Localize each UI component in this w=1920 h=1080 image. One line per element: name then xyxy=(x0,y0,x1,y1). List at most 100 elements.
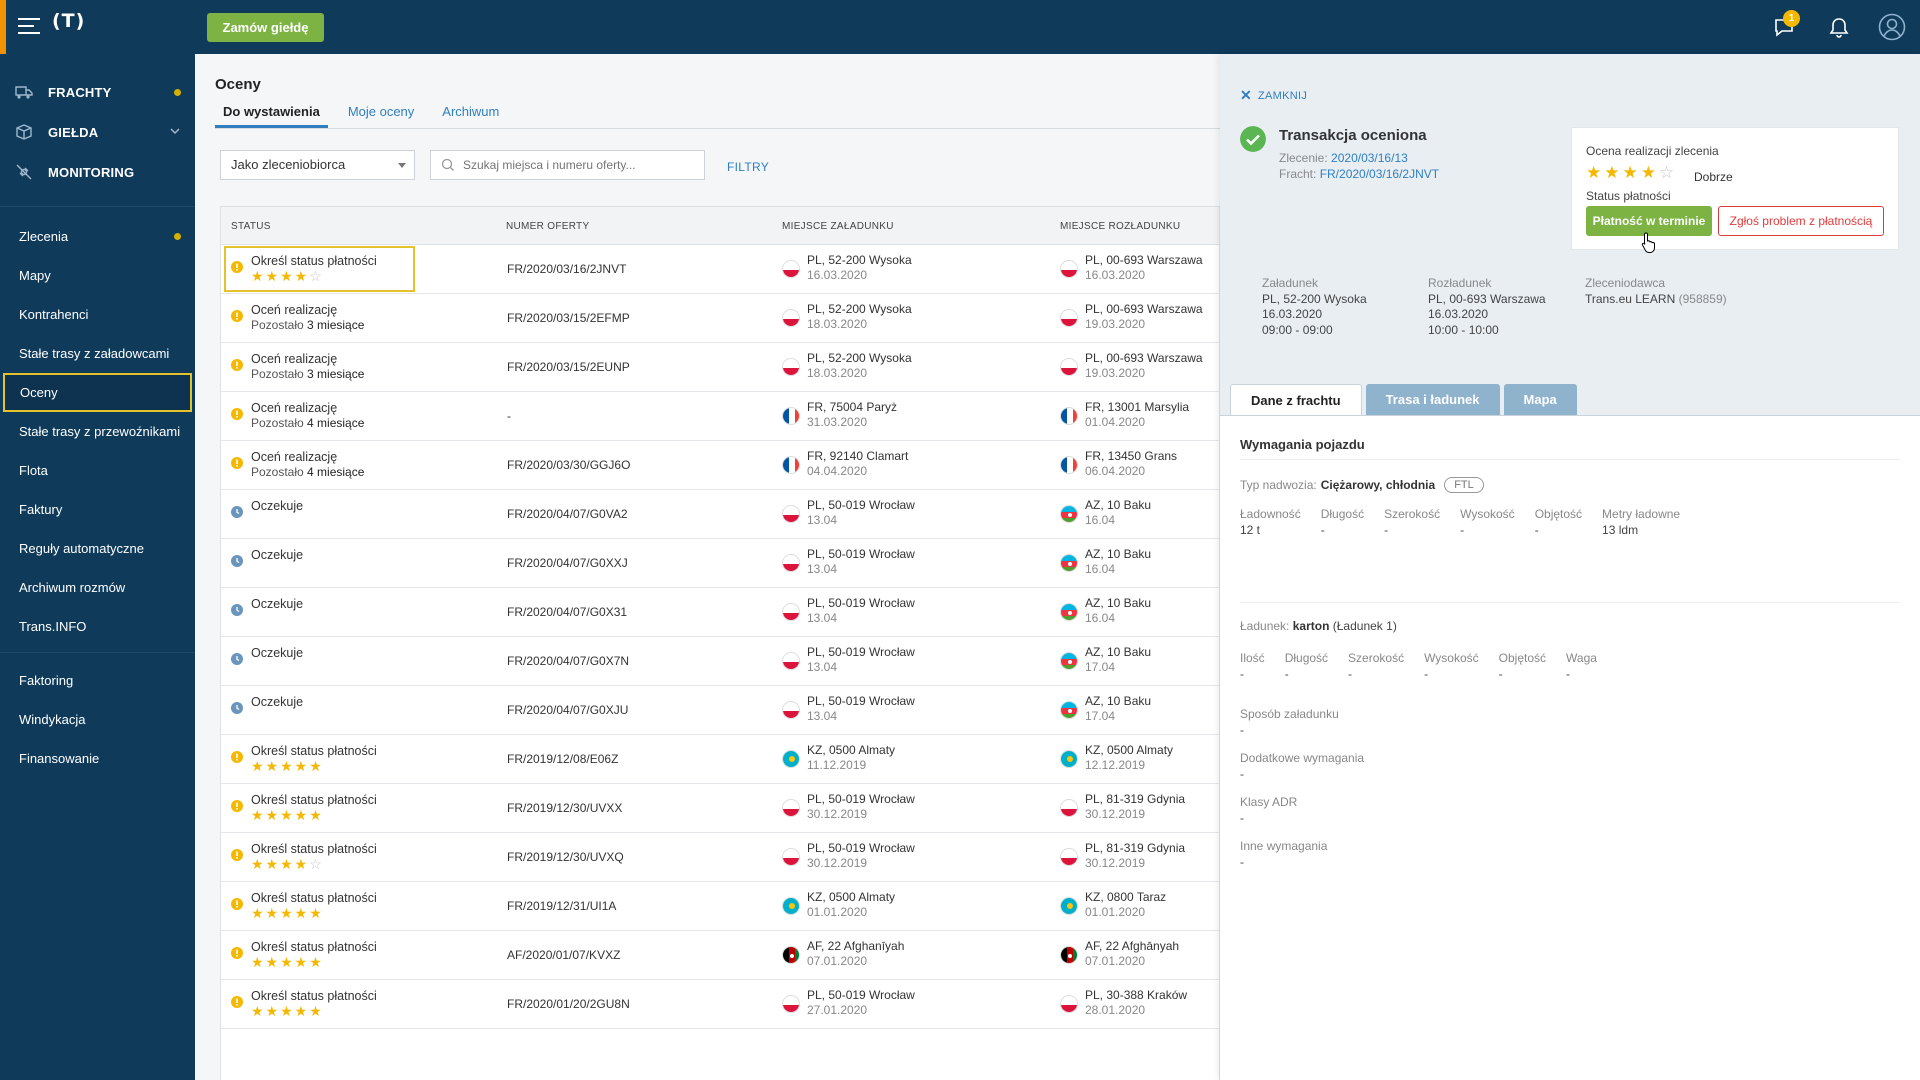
sidebar-item-mapy[interactable]: Mapy xyxy=(0,256,195,295)
offer-number: FR/2020/03/15/2EUNP xyxy=(507,360,630,374)
requirement-label: Inne wymagania xyxy=(1240,839,1328,853)
table-row[interactable]: Oczekuje FR/2020/04/07/G0VA2 PL, 50-019 Wr… xyxy=(221,490,1219,539)
unloading-place: AZ, 10 Baku xyxy=(1085,547,1152,561)
requirement-item: Sposób załadunku - xyxy=(1240,706,1339,738)
table-row[interactable]: Określ status płatności ★★★★☆ FR/2019/12/3… xyxy=(221,833,1219,882)
column-header-unloading[interactable]: MIEJSCE ROZŁADUNKU xyxy=(1060,221,1181,232)
param-item: Ilość - xyxy=(1240,650,1265,682)
table-row[interactable]: Określ status płatności ★★★★★ FR/2019/12/0… xyxy=(221,735,1219,784)
sidebar-item-zlecenia[interactable]: Zlecenia xyxy=(0,217,195,256)
role-select[interactable]: Jako zleceniobiorca xyxy=(220,150,415,180)
flag-pl-icon xyxy=(782,652,800,670)
sidebar-item-reguły-automatyczne[interactable]: Reguły automatyczne xyxy=(0,529,195,568)
payment-on-time-button[interactable]: Płatność w terminie xyxy=(1586,206,1712,236)
sidebar-item-faktury[interactable]: Faktury xyxy=(0,490,195,529)
sidebar-item-stałe-trasy-z-przewoźnikami[interactable]: Stałe trasy z przewoźnikami xyxy=(0,412,195,451)
time-left: Pozostało 4 miesiące xyxy=(251,465,364,480)
loading-date: 18.03.2020 xyxy=(807,317,868,331)
app-logo[interactable]: (T) xyxy=(52,10,86,32)
table-row[interactable]: Oczekuje FR/2020/04/07/G0XXJ PL, 50-019 Wr… xyxy=(221,539,1219,588)
report-payment-problem-button[interactable]: Zgłoś problem z płatnością xyxy=(1718,206,1884,236)
param-value: - xyxy=(1534,523,1539,537)
order-link[interactable]: 2020/03/16/13 xyxy=(1331,151,1408,165)
sidebar-item-oceny[interactable]: Oceny xyxy=(3,373,192,412)
table-row[interactable]: Określ status płatności ★★★★★ AF/2020/01/0… xyxy=(221,931,1219,980)
tab-do-wystawienia[interactable]: Do wystawienia xyxy=(215,104,328,128)
sidebar-item-monitoring[interactable]: MONITORING xyxy=(0,152,195,192)
time-left-prefix: Pozostało xyxy=(251,367,304,381)
table-row[interactable]: Oceń realizację Pozostało 3 miesiące FR/20… xyxy=(221,294,1219,343)
status-text: Oczekuje xyxy=(251,597,303,616)
status-label: Oczekuje xyxy=(251,597,304,611)
column-header-offer[interactable]: NUMER OFERTY xyxy=(506,221,590,232)
param-value: - xyxy=(1460,523,1465,537)
close-icon: ✕ xyxy=(1240,87,1253,103)
unloading-place: AZ, 10 Baku xyxy=(1085,498,1152,512)
rating-label: Ocena realizacji zlecenia xyxy=(1586,144,1719,158)
clock-icon xyxy=(231,604,243,616)
sidebar-item-gielda[interactable]: GIEŁDA xyxy=(0,112,195,152)
tab-trasa-i-ladunek[interactable]: Trasa i ładunek xyxy=(1365,384,1500,416)
table-row[interactable]: Określ status płatności ★★★★★ FR/2019/12/3… xyxy=(221,882,1219,931)
filters-link[interactable]: FILTRY xyxy=(727,160,770,174)
sidebar-item-faktoring[interactable]: Faktoring xyxy=(0,661,195,700)
column-header-status[interactable]: STATUS xyxy=(231,221,271,232)
search-input[interactable] xyxy=(463,158,698,172)
sidebar-main-menu: FRACHTY GIEŁDA MONITORING xyxy=(0,54,195,192)
tab-archiwum[interactable]: Archiwum xyxy=(442,104,500,119)
user-avatar-icon[interactable] xyxy=(1878,13,1906,41)
table-row[interactable]: Oczekuje FR/2020/04/07/G0X7N PL, 50-019 Wr… xyxy=(221,637,1219,686)
tab-moje-oceny[interactable]: Moje oceny xyxy=(347,104,415,119)
close-button[interactable]: ✕ ZAMKNIJ xyxy=(1240,87,1307,104)
unloading-date: 19.03.2020 xyxy=(1085,366,1146,380)
sidebar-item-stałe-trasy-z-załadowcami[interactable]: Stałe trasy z załadowcami xyxy=(0,334,195,373)
flag-af-icon xyxy=(782,946,800,964)
order-exchange-button[interactable]: Zamów giełdę xyxy=(207,13,324,42)
payment-status-label: Status płatności xyxy=(1586,189,1671,203)
status-cell: Oczekuje xyxy=(231,695,303,714)
table-row[interactable]: Określ status płatności ★★★★★ FR/2019/12/3… xyxy=(221,784,1219,833)
flag-pl-icon xyxy=(1060,799,1078,817)
sidebar-item-frachty[interactable]: FRACHTY xyxy=(0,72,195,112)
unloading-place-cell: PL, 00-693 Warszawa 16.03.2020 xyxy=(1060,253,1203,283)
table-row[interactable]: Określ status płatności ★★★★★ FR/2020/01/2… xyxy=(221,980,1219,1029)
param-label: Szerokość xyxy=(1384,507,1441,521)
menu-icon[interactable] xyxy=(18,18,40,34)
table-row[interactable]: Oczekuje FR/2020/04/07/G0XJU PL, 50-019 Wr… xyxy=(221,686,1219,735)
offer-number: FR/2020/04/07/G0VA2 xyxy=(507,507,628,521)
time-left-value: 3 miesiące xyxy=(307,318,365,332)
tab-mapa[interactable]: Mapa xyxy=(1503,384,1577,416)
status-label: Oceń realizację xyxy=(251,401,338,415)
satellite-icon xyxy=(16,164,32,180)
loading-place-cell: PL, 50-019 Wrocław 13.04 xyxy=(782,498,915,528)
freight-link[interactable]: FR/2020/03/16/2JNVT xyxy=(1319,167,1440,181)
search-box[interactable] xyxy=(430,150,705,180)
flag-fr-icon xyxy=(1060,407,1078,425)
warning-icon xyxy=(231,947,243,959)
bell-icon[interactable] xyxy=(1826,14,1852,40)
tab-dane-z-frachtu[interactable]: Dane z frachtu xyxy=(1230,384,1362,416)
sidebar-item-finansowanie[interactable]: Finansowanie xyxy=(0,739,195,778)
sidebar-item-flota[interactable]: Flota xyxy=(0,451,195,490)
table-row[interactable]: Oceń realizację Pozostało 3 miesiące FR/20… xyxy=(221,343,1219,392)
offer-number: FR/2020/04/07/G0X7N xyxy=(507,654,630,668)
unloading-place-cell: AF, 22 Afghānyah 07.01.2020 xyxy=(1060,939,1179,969)
table-row[interactable]: Oceń realizację Pozostało 4 miesiące - FR, … xyxy=(221,392,1219,441)
sidebar-item-label: FRACHTY xyxy=(48,84,112,100)
loading-date: 13.04 xyxy=(807,513,838,527)
sidebar-item-windykacja[interactable]: Windykacja xyxy=(0,700,195,739)
table-row[interactable]: Określ status płatności ★★★★☆ FR/2020/03/1… xyxy=(221,245,1219,294)
param-value: - xyxy=(1240,667,1244,681)
sidebar-item-trans-info[interactable]: Trans.INFO xyxy=(0,607,195,646)
loading-place-cell: PL, 52-200 Wysoka 18.03.2020 xyxy=(782,302,912,332)
sidebar-item-archiwum-rozmów[interactable]: Archiwum rozmów xyxy=(0,568,195,607)
param-item: Szerokość - xyxy=(1384,506,1440,538)
column-header-loading[interactable]: MIEJSCE ZAŁADUNKU xyxy=(782,221,894,232)
offer-number: FR/2020/03/30/GGJ6O xyxy=(507,458,631,472)
unloading-date: 19.03.2020 xyxy=(1085,317,1146,331)
table-row[interactable]: Oceń realizację Pozostało 4 miesiące FR/20… xyxy=(221,441,1219,490)
table-row[interactable]: Oczekuje FR/2020/04/07/G0X31 PL, 50-019 Wr… xyxy=(221,588,1219,637)
unloading-place: KZ, 0800 Taraz xyxy=(1085,890,1167,904)
sidebar-item-kontrahenci[interactable]: Kontrahenci xyxy=(0,295,195,334)
requirement-value: - xyxy=(1240,855,1244,869)
